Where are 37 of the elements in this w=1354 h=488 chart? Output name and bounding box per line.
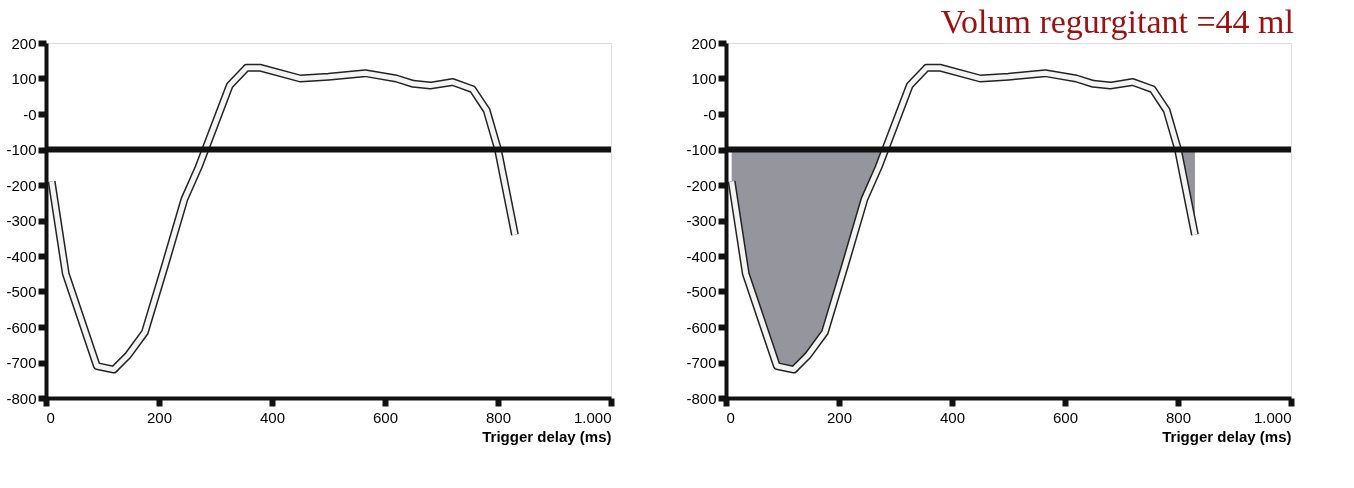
y-tick-label: -800 xyxy=(6,389,37,407)
x-tick-label: 400 xyxy=(939,408,966,426)
x-tick-label: 600 xyxy=(1052,408,1079,426)
x-tick-label: 800 xyxy=(485,408,512,426)
x-axis-title: Trigger delay (ms) xyxy=(1162,427,1292,445)
y-tick-label: -100 xyxy=(6,141,37,158)
x-tick-label: 200 xyxy=(826,408,853,426)
y-tick-label: -700 xyxy=(6,354,37,371)
x-tick-label: 600 xyxy=(372,408,399,426)
y-tick-label: -600 xyxy=(6,318,37,336)
y-tick-label: -800 xyxy=(686,389,717,407)
y-tick-label: -600 xyxy=(686,318,717,336)
y-tick-label: -300 xyxy=(686,212,717,229)
y-tick-label: 200 xyxy=(11,34,37,52)
y-tick-label: -500 xyxy=(6,283,37,300)
y-tick-label: -200 xyxy=(686,176,717,194)
y-tick-label: -0 xyxy=(703,105,717,123)
y-tick-label: -700 xyxy=(686,354,717,371)
y-tick-label: 100 xyxy=(691,70,717,87)
y-tick-label: -0 xyxy=(23,105,37,123)
x-axis-title: Trigger delay (ms) xyxy=(482,427,612,445)
x-tick-label: 1.000 xyxy=(573,408,612,426)
x-tick-label: 200 xyxy=(146,408,173,426)
x-tick-label: 0 xyxy=(46,408,55,426)
y-tick-label: -400 xyxy=(6,247,37,265)
y-tick-label: -500 xyxy=(686,283,717,300)
y-tick-label: 200 xyxy=(691,34,717,52)
x-tick-label: 1.000 xyxy=(1253,408,1292,426)
x-tick-label: 400 xyxy=(259,408,286,426)
x-tick-label: 0 xyxy=(726,408,735,426)
chart-title: Volum regurgitant =44 ml xyxy=(940,3,1294,40)
y-tick-label: -200 xyxy=(6,176,37,194)
y-tick-label: 100 xyxy=(11,70,37,87)
x-tick-label: 800 xyxy=(1165,408,1192,426)
y-tick-label: -400 xyxy=(686,247,717,265)
y-tick-label: -300 xyxy=(6,212,37,229)
y-tick-label: -100 xyxy=(686,141,717,158)
